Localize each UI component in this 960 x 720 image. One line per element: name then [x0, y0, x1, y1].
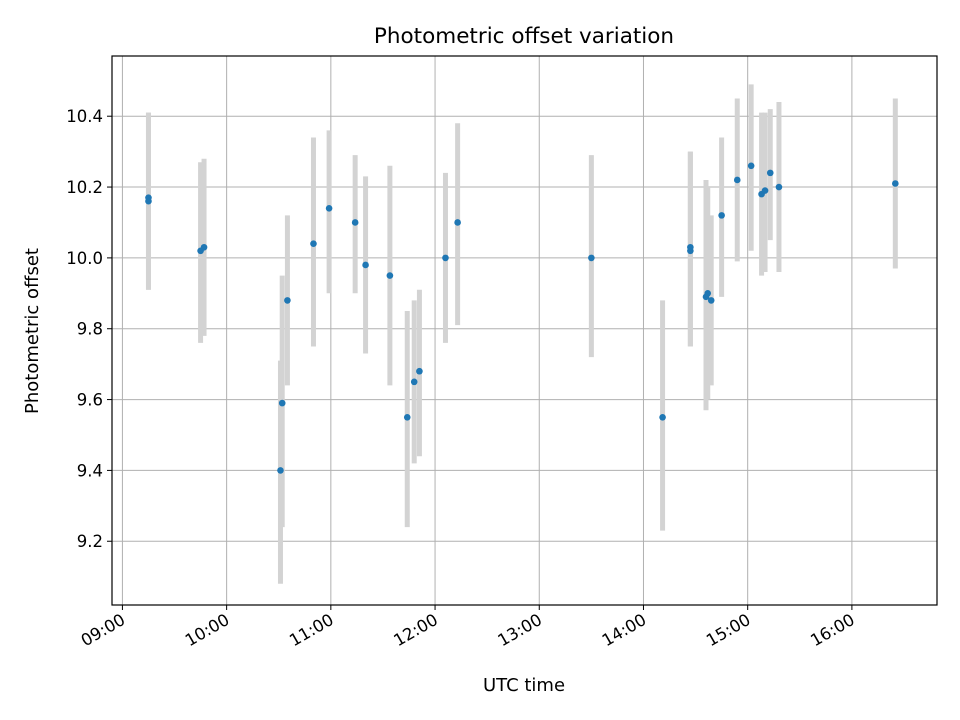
data-point: [310, 240, 317, 248]
x-tick-label: 14:00: [599, 610, 650, 650]
data-point: [766, 169, 774, 177]
data-point: [442, 254, 449, 262]
x-tick-label: 13:00: [495, 610, 546, 650]
data-point: [362, 261, 369, 269]
grid: [112, 56, 937, 605]
data-point: [386, 272, 394, 279]
data-point: [892, 180, 899, 187]
y-axis: 9.2 9.4 9.6 9.8 10.0 10.2 10.4: [66, 107, 112, 551]
y-tick-label: 10.2: [66, 178, 103, 197]
data-point: [325, 205, 333, 212]
y-tick-label: 9.8: [77, 320, 103, 339]
x-tick-label: 09:00: [78, 610, 129, 650]
x-axis-label: UTC time: [483, 675, 565, 696]
data-point: [403, 413, 411, 421]
data-point: [416, 367, 423, 375]
data-point: [277, 467, 284, 474]
data-point: [278, 399, 286, 407]
y-tick-label: 9.4: [77, 461, 103, 480]
data-point: [454, 219, 461, 226]
x-tick-label: 11:00: [286, 610, 337, 650]
data-point: [704, 290, 712, 297]
error-bars: [145, 84, 898, 584]
x-tick-label: 10:00: [182, 610, 233, 650]
x-tick-label: 16:00: [807, 610, 858, 650]
data-point: [145, 197, 152, 205]
plot-frame: [111, 55, 938, 606]
data-point: [687, 243, 694, 251]
x-tick-label: 15:00: [703, 610, 754, 650]
data-point: [588, 254, 595, 262]
x-tick-label: 12:00: [390, 610, 441, 650]
chart-title: Photometric offset variation: [374, 24, 674, 49]
data-point: [775, 183, 783, 191]
data-point: [707, 297, 715, 304]
data-point: [410, 378, 418, 386]
data-point: [200, 243, 208, 251]
data-point: [284, 297, 291, 304]
data-point: [761, 187, 769, 194]
data-points: [145, 162, 899, 474]
data-point: [747, 162, 755, 170]
data-point: [351, 219, 359, 226]
data-point: [659, 413, 666, 421]
y-tick-label: 9.6: [77, 391, 103, 410]
y-tick-label: 9.2: [77, 532, 103, 551]
y-tick-label: 10.0: [66, 249, 103, 268]
y-axis-label: Photometric offset: [22, 248, 43, 414]
y-tick-label: 10.4: [66, 107, 103, 126]
data-point: [733, 176, 741, 184]
data-point: [718, 212, 725, 219]
x-axis: 09:00 10:00 11:00 12:00 13:00 14:00 15:00 16:00: [78, 605, 858, 650]
